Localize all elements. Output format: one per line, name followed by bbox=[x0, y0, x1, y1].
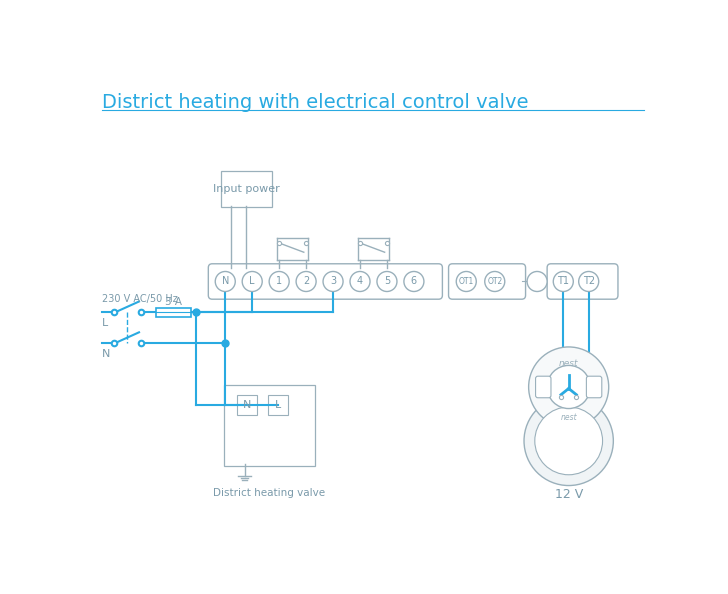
Text: 3: 3 bbox=[330, 276, 336, 286]
Text: N: N bbox=[242, 400, 251, 410]
Circle shape bbox=[269, 271, 289, 292]
Circle shape bbox=[242, 271, 262, 292]
Circle shape bbox=[547, 365, 590, 409]
FancyBboxPatch shape bbox=[221, 170, 272, 207]
Text: L: L bbox=[274, 400, 281, 410]
Circle shape bbox=[350, 271, 370, 292]
FancyBboxPatch shape bbox=[208, 264, 443, 299]
FancyBboxPatch shape bbox=[268, 396, 288, 415]
Text: District heating with electrical control valve: District heating with electrical control… bbox=[102, 93, 529, 112]
Text: N: N bbox=[102, 349, 111, 359]
FancyBboxPatch shape bbox=[237, 396, 257, 415]
FancyBboxPatch shape bbox=[536, 376, 551, 398]
Text: T1: T1 bbox=[558, 276, 569, 286]
Circle shape bbox=[456, 271, 476, 292]
Circle shape bbox=[323, 271, 343, 292]
FancyBboxPatch shape bbox=[448, 264, 526, 299]
Text: 2: 2 bbox=[303, 276, 309, 286]
Circle shape bbox=[553, 271, 574, 292]
Text: 6: 6 bbox=[411, 276, 417, 286]
Circle shape bbox=[524, 396, 614, 485]
Circle shape bbox=[377, 271, 397, 292]
Text: N: N bbox=[221, 276, 229, 286]
Text: District heating valve: District heating valve bbox=[213, 488, 325, 498]
Circle shape bbox=[579, 271, 598, 292]
Circle shape bbox=[527, 271, 547, 292]
Text: 3 A: 3 A bbox=[165, 296, 182, 307]
FancyBboxPatch shape bbox=[586, 376, 602, 398]
Text: 230 V AC/50 Hz: 230 V AC/50 Hz bbox=[102, 294, 178, 304]
FancyBboxPatch shape bbox=[223, 386, 315, 466]
Text: Input power: Input power bbox=[213, 184, 280, 194]
Text: 1: 1 bbox=[276, 276, 282, 286]
Text: nest: nest bbox=[559, 359, 579, 368]
Text: 12 V: 12 V bbox=[555, 488, 583, 501]
Text: nest: nest bbox=[561, 413, 577, 422]
Circle shape bbox=[535, 407, 603, 475]
Circle shape bbox=[485, 271, 505, 292]
Text: OT2: OT2 bbox=[487, 277, 502, 286]
Circle shape bbox=[529, 347, 609, 427]
FancyBboxPatch shape bbox=[547, 264, 618, 299]
Text: L: L bbox=[250, 276, 255, 286]
Text: OT1: OT1 bbox=[459, 277, 474, 286]
FancyBboxPatch shape bbox=[156, 308, 191, 317]
Circle shape bbox=[404, 271, 424, 292]
Text: L: L bbox=[102, 318, 108, 328]
Text: T2: T2 bbox=[582, 276, 595, 286]
Text: 5: 5 bbox=[384, 276, 390, 286]
Circle shape bbox=[296, 271, 316, 292]
Circle shape bbox=[215, 271, 235, 292]
Text: 4: 4 bbox=[357, 276, 363, 286]
